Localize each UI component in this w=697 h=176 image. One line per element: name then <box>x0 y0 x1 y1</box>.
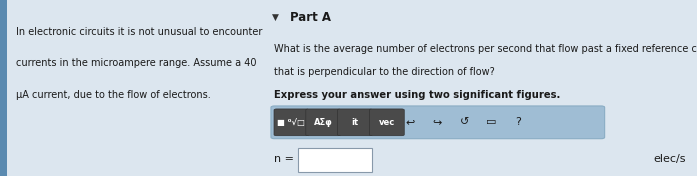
FancyBboxPatch shape <box>306 109 341 136</box>
FancyBboxPatch shape <box>274 109 309 136</box>
Text: In electronic circuits it is not unusual to encounter: In electronic circuits it is not unusual… <box>15 27 262 37</box>
Text: that is perpendicular to the direction of flow?: that is perpendicular to the direction o… <box>275 67 495 77</box>
Text: ↪: ↪ <box>433 117 442 127</box>
Text: ▭: ▭ <box>486 117 497 127</box>
FancyBboxPatch shape <box>337 109 372 136</box>
Text: vec: vec <box>378 118 395 127</box>
Text: ↺: ↺ <box>460 117 469 127</box>
Text: μA current, due to the flow of electrons.: μA current, due to the flow of electrons… <box>15 90 210 100</box>
FancyBboxPatch shape <box>369 109 404 136</box>
Text: currents in the microampere range. Assume a 40: currents in the microampere range. Assum… <box>15 58 256 68</box>
Text: Express your answer using two significant figures.: Express your answer using two significan… <box>275 90 561 100</box>
Text: elec/s: elec/s <box>654 154 686 164</box>
Text: it: it <box>351 118 358 127</box>
Text: AΣφ: AΣφ <box>314 118 332 127</box>
Text: Part A: Part A <box>290 11 330 24</box>
Text: ■ ⁰√□: ■ ⁰√□ <box>277 118 305 127</box>
FancyBboxPatch shape <box>271 106 605 139</box>
FancyBboxPatch shape <box>298 148 372 172</box>
Text: ↩: ↩ <box>406 117 415 127</box>
Text: What is the average number of electrons per second that flow past a fixed refere: What is the average number of electrons … <box>275 44 697 54</box>
Text: ▼: ▼ <box>273 13 279 22</box>
Text: n =: n = <box>275 154 294 164</box>
Text: ?: ? <box>516 117 521 127</box>
Bar <box>0 0 6 176</box>
